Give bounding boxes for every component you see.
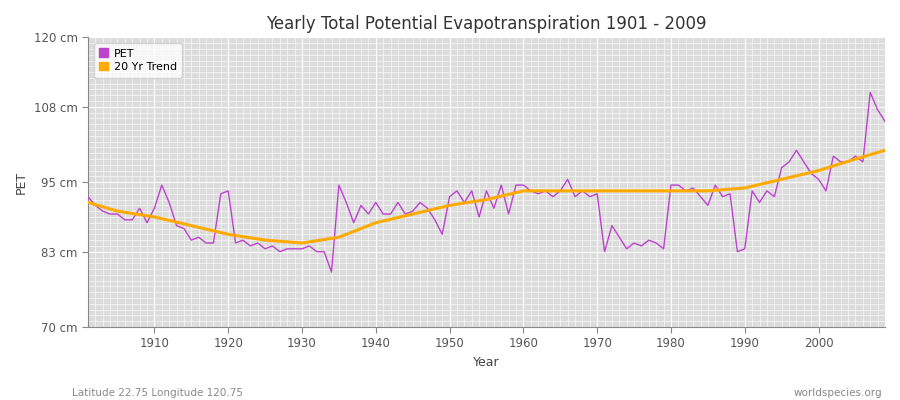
20 Yr Trend [186,223,197,228]
20 Yr Trend [149,214,160,219]
20 Yr Trend [223,232,234,237]
PET [141,220,152,225]
PET [526,188,536,193]
20 Yr Trend [777,177,788,182]
PET [614,235,625,240]
PET [326,270,337,274]
20 Yr Trend [445,203,455,208]
20 Yr Trend [666,188,677,193]
Title: Yearly Total Potential Evapotranspiration 1901 - 2009: Yearly Total Potential Evapotranspiratio… [266,15,706,33]
Text: Latitude 22.75 Longitude 120.75: Latitude 22.75 Longitude 120.75 [72,388,243,398]
20 Yr Trend [703,188,714,193]
20 Yr Trend [740,186,751,190]
Line: PET: PET [88,92,885,272]
PET [518,183,529,188]
20 Yr Trend [879,148,890,153]
Legend: PET, 20 Yr Trend: PET, 20 Yr Trend [94,43,182,78]
20 Yr Trend [371,220,382,225]
PET [304,244,315,248]
20 Yr Trend [334,235,345,240]
Line: 20 Yr Trend: 20 Yr Trend [88,150,885,243]
PET [356,203,366,208]
Text: worldspecies.org: worldspecies.org [794,388,882,398]
20 Yr Trend [629,188,640,193]
20 Yr Trend [297,241,308,246]
20 Yr Trend [814,168,824,173]
20 Yr Trend [482,197,492,202]
PET [83,194,94,199]
PET [879,119,890,124]
20 Yr Trend [408,212,418,216]
20 Yr Trend [592,188,603,193]
20 Yr Trend [260,238,271,242]
Y-axis label: PET: PET [15,171,28,194]
20 Yr Trend [555,188,566,193]
20 Yr Trend [850,157,861,162]
X-axis label: Year: Year [473,356,500,369]
20 Yr Trend [518,188,529,193]
20 Yr Trend [112,209,123,214]
20 Yr Trend [83,200,94,205]
PET [865,90,876,95]
